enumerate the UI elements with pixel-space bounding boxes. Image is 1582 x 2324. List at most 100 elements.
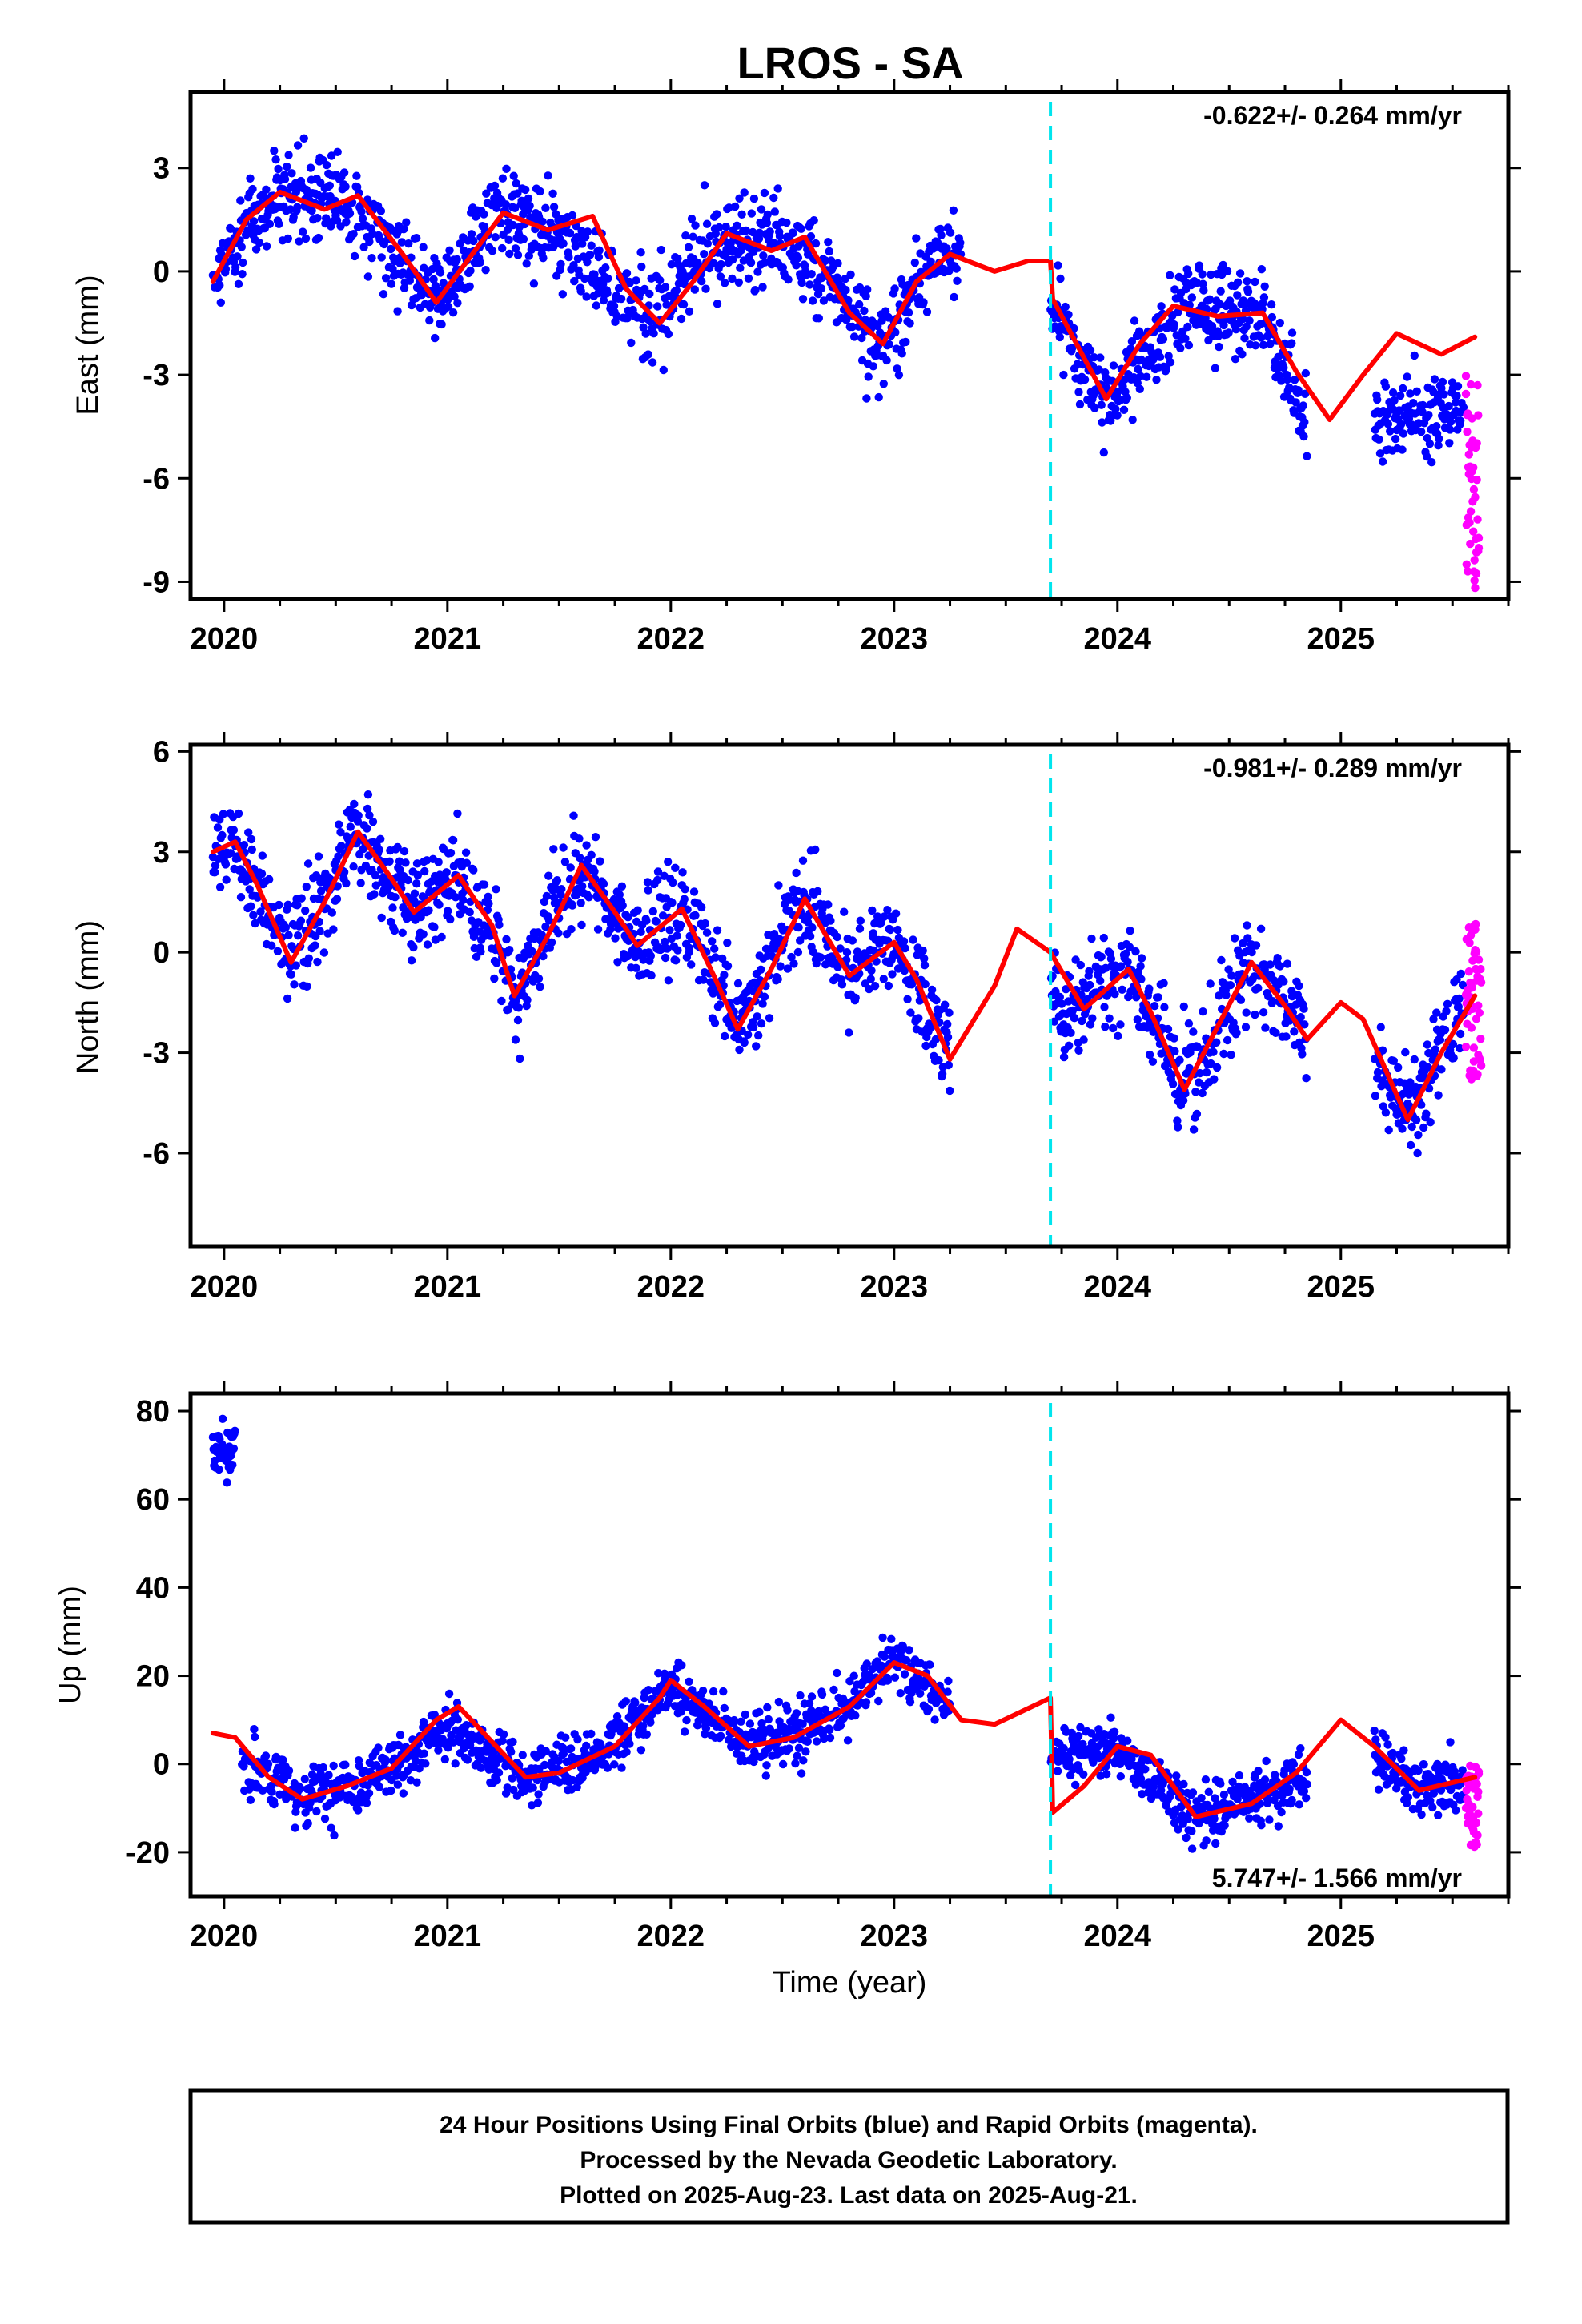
final-point <box>833 273 842 282</box>
final-point <box>1289 1759 1299 1769</box>
plot-frame <box>188 742 1511 1249</box>
final-point <box>365 237 374 247</box>
final-point <box>924 1704 934 1714</box>
rapid-point <box>1471 493 1480 501</box>
rapid-point <box>1472 1840 1481 1849</box>
final-point <box>566 863 575 872</box>
final-point <box>690 285 699 294</box>
final-point <box>1219 1790 1229 1799</box>
final-point <box>782 218 791 227</box>
final-point <box>1373 395 1382 404</box>
final-point <box>554 929 563 938</box>
final-point <box>1174 308 1182 317</box>
final-point <box>1059 1052 1069 1062</box>
final-point <box>388 264 397 274</box>
final-point <box>705 1699 713 1708</box>
final-point <box>534 974 544 983</box>
final-point <box>1223 1035 1232 1045</box>
final-point <box>1223 267 1232 275</box>
final-point <box>324 1771 333 1779</box>
final-point <box>314 852 323 861</box>
final-point <box>639 1722 648 1731</box>
final-point <box>746 258 756 267</box>
final-point <box>1257 1821 1266 1830</box>
final-point <box>559 843 568 852</box>
final-point <box>826 916 835 925</box>
final-point <box>1299 432 1308 441</box>
final-point <box>1374 1785 1383 1794</box>
final-point <box>884 981 893 991</box>
final-point <box>524 941 532 951</box>
final-point <box>711 953 720 962</box>
final-point <box>713 926 722 935</box>
final-point <box>1428 1803 1437 1812</box>
final-point <box>849 332 859 341</box>
final-point <box>1300 389 1310 398</box>
y-tick-label: -6 <box>143 1137 170 1171</box>
final-point <box>594 252 604 262</box>
final-point <box>465 907 474 917</box>
final-point <box>393 842 402 852</box>
final-point <box>1283 959 1292 968</box>
final-point <box>1135 384 1145 393</box>
final-point <box>1247 947 1256 957</box>
final-point <box>1384 1125 1393 1135</box>
final-point <box>1378 457 1387 466</box>
final-point <box>627 338 636 348</box>
x-tick-label: 2024 <box>1084 1270 1152 1304</box>
final-point <box>763 210 772 219</box>
final-point <box>646 1718 655 1727</box>
final-point <box>1411 1116 1421 1124</box>
final-point <box>1298 1050 1307 1059</box>
final-point <box>713 210 721 219</box>
final-point <box>552 271 561 280</box>
final-point <box>522 259 531 268</box>
final-point <box>1407 1140 1415 1150</box>
final-point <box>805 931 815 941</box>
final-point <box>1068 1006 1078 1015</box>
final-point <box>936 224 946 234</box>
final-point <box>368 817 378 826</box>
final-point <box>1233 278 1243 287</box>
final-point <box>498 243 507 253</box>
final-point <box>797 278 806 287</box>
rapid-point <box>1466 539 1475 549</box>
final-point <box>568 1775 577 1785</box>
final-point <box>262 185 271 194</box>
final-point <box>1142 372 1151 381</box>
final-point <box>1262 1756 1271 1766</box>
rapid-point <box>1464 450 1474 459</box>
final-point <box>703 239 712 248</box>
final-point <box>304 954 313 963</box>
final-point <box>1299 1787 1309 1795</box>
final-point <box>740 188 749 197</box>
final-point <box>753 1012 761 1021</box>
final-point <box>571 242 580 251</box>
final-point <box>1064 310 1073 319</box>
final-point <box>434 858 443 866</box>
final-point <box>274 164 283 174</box>
final-point <box>283 900 292 910</box>
final-point <box>1053 1767 1062 1775</box>
final-point <box>1172 1771 1181 1780</box>
x-tick-label: 2023 <box>861 1270 929 1304</box>
final-point <box>1456 969 1466 979</box>
final-point <box>677 1661 686 1670</box>
final-point <box>448 836 458 845</box>
final-point <box>805 280 814 289</box>
final-point <box>1219 320 1228 330</box>
final-point <box>873 912 882 921</box>
final-point <box>874 392 883 402</box>
final-point <box>404 875 412 885</box>
final-point <box>902 1656 911 1665</box>
final-point <box>424 906 433 915</box>
final-point <box>653 875 662 885</box>
final-point <box>1184 269 1193 279</box>
final-point <box>841 285 850 295</box>
final-point <box>355 1762 363 1771</box>
final-point <box>625 1739 634 1748</box>
final-point <box>431 333 440 343</box>
final-point <box>1170 1047 1179 1056</box>
final-point <box>1394 1063 1403 1072</box>
final-point <box>611 934 620 943</box>
